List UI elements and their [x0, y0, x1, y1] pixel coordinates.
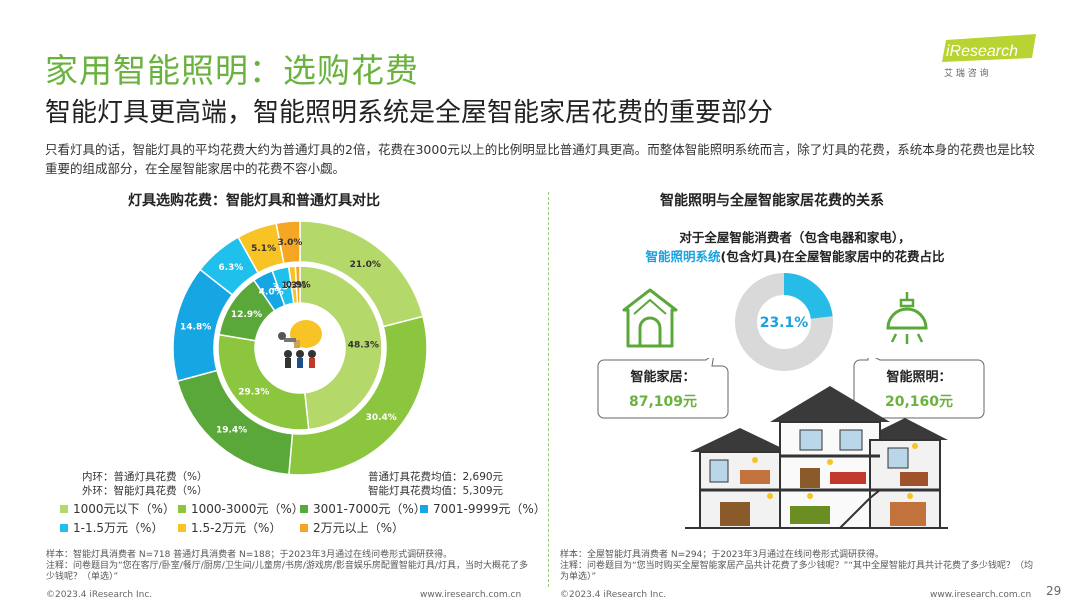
outer-ring — [172, 220, 428, 476]
legend-item-5: 1.5-2万元（%） — [178, 519, 281, 536]
legend-item-4: 1-1.5万元（%） — [60, 519, 163, 536]
legend-item-3: 7001-9999元（%） — [420, 500, 546, 517]
iresearch-logo: iResearch 艾 瑞 咨 询 — [940, 34, 1040, 80]
averages: 普通灯具花费均值：2,690元 智能灯具花费均值：5,309元 — [368, 470, 503, 498]
slice-labels: 21.0% 30.4% 19.4% 14.8% 6.3% 5.1%3.0% 48.3% 29.… — [180, 238, 397, 436]
page-subtitle: 智能灯具更高端，智能照明系统是全屋智能家居花费的重要部分 — [45, 98, 774, 128]
outer-ring-label-0: 21.0% — [350, 260, 381, 270]
inner-ring-label-5: 1.3% — [281, 281, 306, 291]
section-divider — [548, 192, 549, 587]
legend-swatch-1 — [178, 505, 186, 513]
bulb-people-icon — [260, 310, 340, 390]
desc-highlight: 智能照明系统 — [645, 249, 721, 264]
bulb-icon — [886, 292, 928, 344]
ring-notes: 内环：普通灯具花费（%） 外环：智能灯具花费（%） — [82, 470, 207, 498]
legend-label-5: 1.5-2万元（%） — [191, 521, 282, 535]
legend-item-1: 1000-3000元（%） — [178, 500, 304, 517]
light-label: 智能照明： — [886, 370, 952, 385]
logo-cn-text: 艾 瑞 咨 询 — [944, 67, 989, 79]
intro-paragraph: 只看灯具的话，智能灯具的平均花费大约为普通灯具的2倍，花费在3000元以上的比例… — [45, 142, 1035, 176]
right-section-title: 智能照明与全屋智能家居花费的关系 — [660, 193, 884, 209]
legend-item-6: 2万元以上（%） — [300, 519, 404, 536]
ring-note-inner: 内环：普通灯具花费（%） — [82, 471, 208, 483]
right-footnotes: 样本：全屋智能灯具消费者 N=294；于2023年3月通过在线问卷形式调研获得。… — [560, 550, 1040, 583]
home-callout: 智能家居： 87,109元 — [596, 366, 730, 411]
left-section-title: 灯具选购花费：智能灯具和普通灯具对比 — [128, 193, 380, 209]
right-footnote-note: 注释：问卷题目为“您当时购买全屋智能家居产品共计花费了多少钱呢？”“其中全屋智能… — [560, 561, 1033, 582]
legend-swatch-2 — [300, 505, 308, 513]
light-callout: 智能照明： 20,160元 — [852, 366, 986, 411]
share-donut-slice — [783, 273, 833, 320]
outer-ring-label-2: 19.4% — [216, 426, 247, 436]
chart-legend: 1000元以下（%） 1000-3000元（%） 3001-7000元（%） 7001… — [60, 500, 546, 540]
home-callout-bubble — [597, 358, 729, 419]
legend-label-6: 2万元以上（%） — [313, 521, 405, 535]
right-description: 对于全屋智能消费者（包含电器和家电）， 智能照明系统(包含灯具)在全屋智能家居中… — [600, 228, 990, 266]
right-copyright: ©2023.4 iResearch Inc. — [560, 590, 667, 600]
house-icon — [622, 288, 678, 348]
outer-ring-label-5: 5.1% — [251, 244, 276, 254]
right-url: www.iresearch.com.cn — [930, 590, 1032, 600]
desc-line2-rest: (包含灯具)在全屋智能家居中的花费占比 — [720, 249, 945, 264]
legend-label-4: 1-1.5万元（%） — [73, 521, 164, 535]
inner-ring-label-4: 3.3% — [272, 282, 297, 292]
outer-ring-label-4: 6.3% — [218, 263, 243, 273]
inner-ring-slice-0 — [299, 265, 383, 431]
legend-item-0: 1000元以下（%） — [60, 500, 175, 517]
inner-ring-label-1: 29.3% — [238, 388, 269, 398]
right-footnote-sample: 样本：全屋智能灯具消费者 N=294；于2023年3月通过在线问卷形式调研获得。 — [560, 550, 884, 560]
home-value: 87,109元 — [628, 394, 698, 410]
legend-swatch-5 — [178, 524, 186, 532]
left-url: www.iresearch.com.cn — [420, 590, 522, 600]
legend-swatch-6 — [300, 524, 308, 532]
inner-ring-slice-1 — [217, 333, 310, 431]
desc-line1: 对于全屋智能消费者（包含电器和家电）， — [679, 230, 911, 245]
outer-ring-label-1: 30.4% — [366, 413, 397, 423]
logo-brand-text: iResearch — [946, 43, 1018, 60]
outer-ring-label-3: 14.8% — [180, 323, 211, 333]
legend-label-1: 1000-3000元（%） — [191, 502, 304, 516]
share-donut: 23.1% — [735, 273, 833, 371]
legend-swatch-0 — [60, 505, 68, 513]
page-title: 家用智能照明：选购花费 — [45, 51, 419, 90]
inner-ring-label-3: 4.0% — [259, 287, 284, 297]
outer-ring-label-6: 3.0% — [277, 238, 302, 248]
left-footnote-note: 注释：问卷题目为“您在客厅/卧室/餐厅/厨房/卫生间/儿童房/书房/游戏房/影音… — [46, 561, 528, 582]
ring-note-outer: 外环：智能灯具花费（%） — [82, 485, 208, 497]
legend-label-2: 3001-7000元（%） — [313, 502, 426, 516]
home-label: 智能家居： — [630, 370, 696, 385]
legend-swatch-4 — [60, 524, 68, 532]
inner-ring-label-2: 12.9% — [231, 310, 262, 320]
donut-chart: 21.0% 30.4% 19.4% 14.8% 6.3% 5.1%3.0% 48.3% 29.… — [172, 220, 428, 476]
inner-ring-label-0: 48.3% — [348, 341, 379, 351]
legend-item-2: 3001-7000元（%） — [300, 500, 426, 517]
share-pct-label: 23.1% — [760, 315, 809, 331]
legend-label-0: 1000元以下（%） — [73, 502, 175, 516]
left-footnote-sample: 样本：智能灯具消费者 N=718 普通灯具消费者 N=188；于2023年3月通… — [46, 550, 453, 560]
inner-ring — [217, 265, 383, 431]
light-callout-bubble — [853, 358, 985, 419]
inner-ring-label-6: 0.9% — [286, 281, 311, 291]
avg-smart: 智能灯具花费均值：5,309元 — [368, 485, 504, 497]
inner-ring-slice-6 — [294, 265, 301, 304]
light-value: 20,160元 — [884, 394, 954, 410]
page-number: 29 — [1046, 584, 1062, 598]
avg-normal: 普通灯具花费均值：2,690元 — [368, 471, 504, 483]
outer-ring-slice-6 — [275, 220, 301, 265]
left-copyright: ©2023.4 iResearch Inc. — [46, 590, 153, 600]
legend-label-3: 7001-9999元（%） — [433, 502, 546, 516]
house-illustration — [685, 386, 948, 529]
left-footnotes: 样本：智能灯具消费者 N=718 普通灯具消费者 N=188；于2023年3月通… — [46, 550, 536, 583]
legend-swatch-3 — [420, 505, 428, 513]
